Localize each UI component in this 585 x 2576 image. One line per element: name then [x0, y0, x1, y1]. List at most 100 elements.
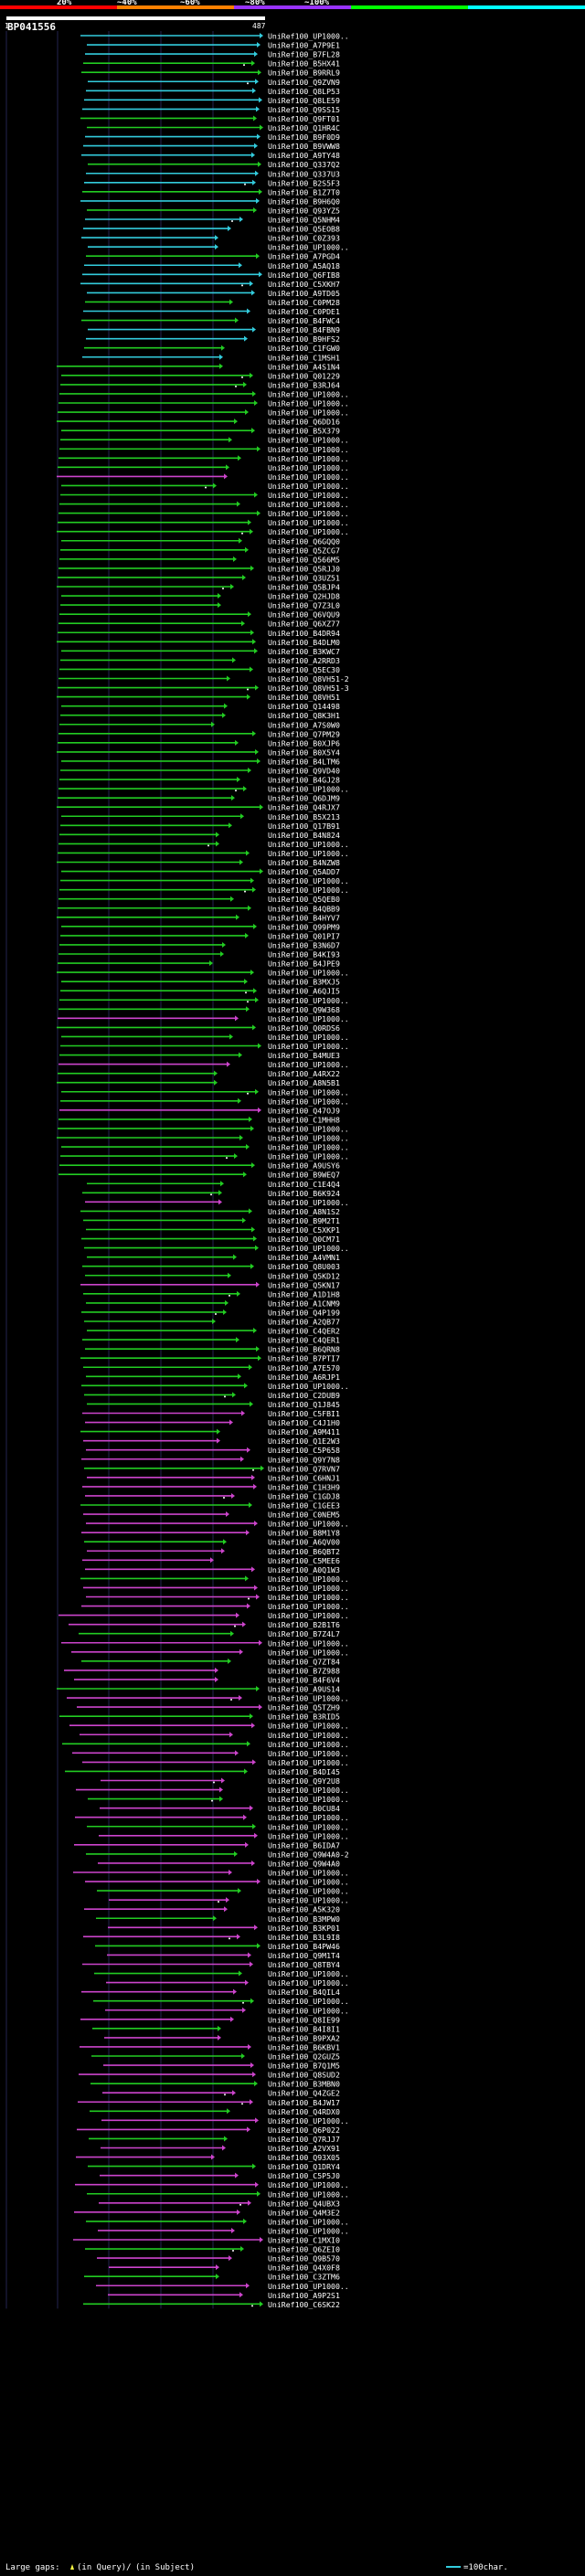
- hit-label[interactable]: UniRef100_Q8TBY4: [268, 1960, 340, 1969]
- hit-label[interactable]: UniRef100_UP1000..: [268, 1244, 349, 1253]
- hit-label[interactable]: UniRef100_UP1000..: [268, 527, 349, 536]
- hit-label[interactable]: UniRef100_UP1000..: [268, 2006, 349, 2015]
- hit-label[interactable]: UniRef100_B7Z4L7: [268, 1629, 340, 1638]
- hit-label[interactable]: UniRef100_B9F0D9: [268, 133, 340, 142]
- hit-label[interactable]: UniRef100_Q1J845: [268, 1400, 340, 1409]
- hit-row[interactable]: UniRef100_Q9ZVN9: [88, 78, 340, 87]
- hit-label[interactable]: UniRef100_Q6DD16: [268, 418, 340, 427]
- hit-label[interactable]: UniRef100_C5P658: [268, 1446, 340, 1455]
- hit-row[interactable]: UniRef100_UP1000..: [106, 1978, 349, 1988]
- hit-row[interactable]: UniRef100_Q9FT01: [80, 114, 340, 123]
- hit-row[interactable]: UniRef100_B7Z4L7: [79, 1629, 340, 1638]
- hit-row[interactable]: UniRef100_Q7RVN7: [84, 1464, 340, 1473]
- hit-row[interactable]: UniRef100_B5HX41: [83, 59, 340, 69]
- hit-row[interactable]: UniRef100_C0PM28: [85, 298, 340, 307]
- hit-row[interactable]: UniRef100_UP1000..: [80, 1574, 349, 1584]
- hit-row[interactable]: UniRef100_A6QV00: [84, 1538, 340, 1547]
- hit-label[interactable]: UniRef100_Q47OJ9: [268, 1106, 340, 1115]
- hit-label[interactable]: UniRef100_Q01PI7: [268, 931, 340, 940]
- hit-label[interactable]: UniRef100_B3KP01: [268, 1924, 340, 1933]
- hit-label[interactable]: UniRef100_UP1000..: [268, 243, 349, 252]
- hit-label[interactable]: UniRef100_B5HX41: [268, 59, 340, 69]
- hit-row[interactable]: UniRef100_UP1000..: [57, 472, 349, 482]
- hit-label[interactable]: UniRef100_B3KWC7: [268, 647, 340, 656]
- hit-label[interactable]: UniRef100_B4I8I1: [268, 2024, 340, 2033]
- hit-row[interactable]: UniRef100_UP1000..: [58, 849, 349, 858]
- hit-label[interactable]: UniRef100_UP1000..: [268, 389, 349, 398]
- hit-label[interactable]: UniRef100_Q4ZGE2: [268, 2089, 340, 2098]
- hit-row[interactable]: UniRef100_UP1000..: [80, 1731, 349, 1740]
- hit-label[interactable]: UniRef100_Q5KD12: [268, 1271, 340, 1280]
- hit-row[interactable]: UniRef100_UP1000..: [75, 1813, 349, 1822]
- hit-label[interactable]: UniRef100_UP1000..: [268, 408, 349, 418]
- hit-row[interactable]: UniRef100_Q4ZGE2: [102, 2089, 340, 2098]
- hit-row[interactable]: UniRef100_Q6ZEI0: [85, 2245, 340, 2254]
- hit-label[interactable]: UniRef100_B3N6D7: [268, 940, 340, 949]
- hit-row[interactable]: UniRef100_UP1000..: [59, 996, 349, 1005]
- hit-label[interactable]: UniRef100_Q8VH51-3: [268, 684, 349, 693]
- hit-label[interactable]: UniRef100_UP1000..: [268, 785, 349, 794]
- hit-label[interactable]: UniRef100_Q4RDX0: [268, 2107, 340, 2116]
- hit-row[interactable]: UniRef100_B0X5Y4: [57, 747, 340, 757]
- hit-label[interactable]: UniRef100_Q8K3H1: [268, 711, 340, 720]
- hit-row[interactable]: UniRef100_Q1DRY4: [88, 2162, 340, 2171]
- hit-label[interactable]: UniRef100_Q8IE99: [268, 2015, 340, 2024]
- hit-row[interactable]: UniRef100_B4PW46: [95, 1942, 340, 1951]
- hit-label[interactable]: UniRef100_A2RRD3: [268, 656, 340, 665]
- hit-row[interactable]: UniRef100_B4NZW8: [57, 858, 340, 867]
- hit-row[interactable]: UniRef100_Q9VD40: [60, 767, 340, 776]
- hit-row[interactable]: UniRef100_Q7PM29: [58, 729, 340, 738]
- hit-label[interactable]: UniRef100_Q5BJP4: [268, 583, 340, 592]
- hit-label[interactable]: UniRef100_Q6DJM9: [268, 794, 340, 803]
- hit-row[interactable]: UniRef100_Q3UZ51: [58, 573, 340, 582]
- hit-label[interactable]: UniRef100_B7PTI7: [268, 1354, 340, 1363]
- hit-row[interactable]: UniRef100_Q5EC30: [59, 665, 340, 674]
- hit-row[interactable]: UniRef100_A2QB77: [84, 1318, 340, 1327]
- hit-label[interactable]: UniRef100_A7P9E1: [268, 41, 340, 50]
- hit-row[interactable]: UniRef100_UP1000..: [85, 1878, 349, 1887]
- hit-row[interactable]: UniRef100_UP1000..: [93, 1997, 349, 2006]
- hit-row[interactable]: UniRef100_Q14498: [61, 702, 340, 711]
- hit-label[interactable]: UniRef100_B9M2T1: [268, 1216, 340, 1225]
- hit-row[interactable]: UniRef100_C6HNJ1: [87, 1473, 340, 1482]
- hit-label[interactable]: UniRef100_Q1HR4C: [268, 123, 340, 133]
- hit-row[interactable]: UniRef100_UP1000..: [94, 1969, 349, 1978]
- hit-label[interactable]: UniRef100_B9HFS2: [268, 334, 340, 344]
- hit-label[interactable]: UniRef100_B4QBB9: [268, 904, 340, 913]
- hit-label[interactable]: UniRef100_UP1000..: [268, 2217, 349, 2226]
- hit-label[interactable]: UniRef100_B9WEQ7: [268, 1171, 340, 1180]
- hit-label[interactable]: UniRef100_UP1000..: [268, 1574, 349, 1584]
- hit-row[interactable]: UniRef100_C1GEE3: [80, 1501, 340, 1511]
- hit-label[interactable]: UniRef100_UP1000..: [268, 472, 349, 482]
- hit-label[interactable]: UniRef100_Q7PM29: [268, 729, 340, 738]
- hit-row[interactable]: UniRef100_Q6VQU9: [59, 610, 340, 620]
- hit-row[interactable]: UniRef100_Q5KD12: [85, 1271, 340, 1280]
- hit-row[interactable]: UniRef100_C5MEE6: [82, 1556, 340, 1565]
- hit-label[interactable]: UniRef100_Q566M5: [268, 555, 340, 564]
- hit-label[interactable]: UniRef100_UP1000..: [268, 1740, 349, 1749]
- hit-label[interactable]: UniRef100_Q5RJJ0: [268, 564, 340, 573]
- hit-label[interactable]: UniRef100_C5MEE6: [268, 1556, 340, 1565]
- hit-label[interactable]: UniRef100_C2DUB9: [268, 1391, 340, 1400]
- hit-label[interactable]: UniRef100_A8N5B1: [268, 1078, 340, 1087]
- hit-label[interactable]: UniRef100_B4KI93: [268, 950, 340, 959]
- hit-label[interactable]: UniRef100_B3MPW0: [268, 1914, 340, 1924]
- hit-label[interactable]: UniRef100_A2VX91: [268, 2144, 340, 2153]
- hit-row[interactable]: UniRef100_C1MSH1: [82, 353, 340, 362]
- hit-row[interactable]: UniRef100_UP1000..: [62, 1740, 349, 1749]
- hit-label[interactable]: UniRef100_Q7ZT84: [268, 1657, 340, 1666]
- hit-label[interactable]: UniRef100_B2B1T6: [268, 1620, 340, 1629]
- hit-row[interactable]: UniRef100_A7S0W0: [59, 720, 340, 729]
- hit-row[interactable]: UniRef100_B9RRL9: [81, 69, 340, 78]
- hit-label[interactable]: UniRef100_UP1000..: [268, 1795, 349, 1804]
- hit-row[interactable]: UniRef100_UP1000..: [81, 1382, 349, 1391]
- hit-row[interactable]: UniRef100_Q6FIB8: [82, 270, 340, 280]
- hit-label[interactable]: UniRef100_A0Q1W3: [268, 1565, 340, 1574]
- hit-label[interactable]: UniRef100_UP1000..: [268, 876, 349, 885]
- hit-label[interactable]: UniRef100_UP1000..: [268, 996, 349, 1005]
- hit-row[interactable]: UniRef100_A1CNM9: [86, 1299, 340, 1308]
- hit-label[interactable]: UniRef100_Q1DRY4: [268, 2162, 340, 2171]
- hit-label[interactable]: UniRef100_Q5KN17: [268, 1280, 340, 1289]
- hit-label[interactable]: UniRef100_UP1000..: [268, 1087, 349, 1097]
- hit-row[interactable]: UniRef100_C2DUB9: [84, 1391, 340, 1400]
